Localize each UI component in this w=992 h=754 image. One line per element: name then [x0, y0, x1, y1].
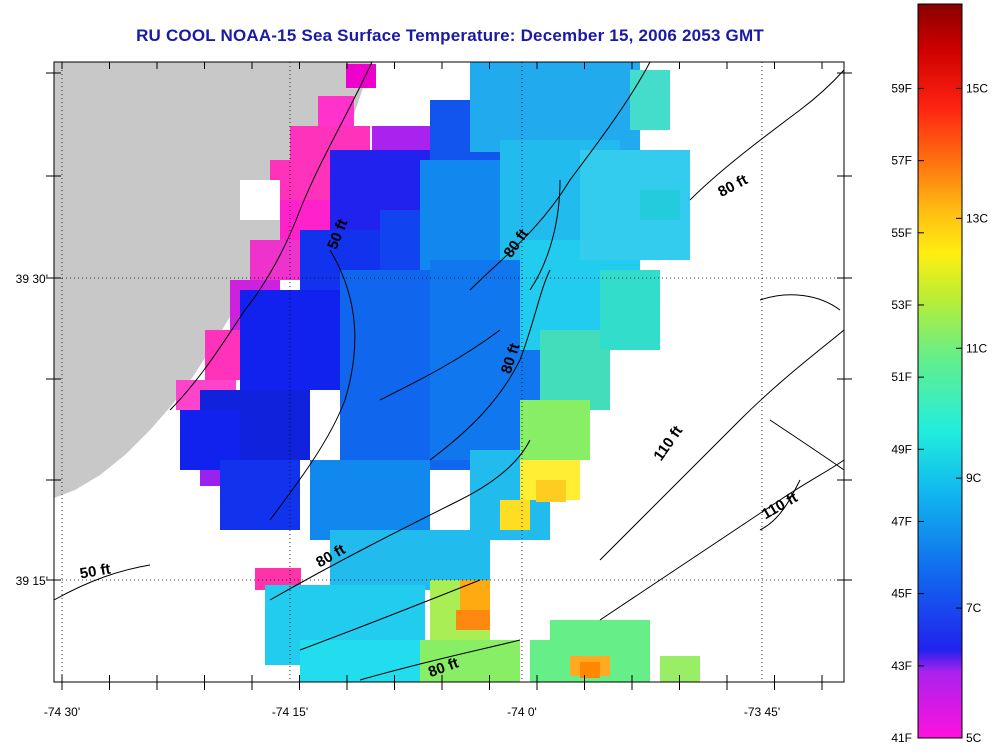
latitude-label: 39 15'	[16, 574, 48, 588]
latitude-label: 39 30'	[16, 272, 48, 286]
longitude-labels: -74 30' -74 15' -74 0' -73 45'	[44, 705, 780, 719]
longitude-label: -74 30'	[44, 705, 80, 719]
longitude-label: -73 45'	[744, 705, 780, 719]
map-grid	[54, 62, 844, 682]
map-title: RU COOL NOAA-15 Sea Surface Temperature:…	[136, 26, 764, 45]
longitude-label: -74 15'	[272, 705, 308, 719]
sst-pixels	[176, 62, 700, 682]
frame-ticks	[46, 62, 852, 690]
map-frame	[53, 61, 845, 683]
contour-label: 50 ft	[79, 561, 112, 583]
longitude-label: -74 0'	[507, 705, 537, 719]
bathymetry-contours	[53, 61, 845, 681]
latitude-labels: 39 30' 39 15'	[16, 272, 48, 588]
